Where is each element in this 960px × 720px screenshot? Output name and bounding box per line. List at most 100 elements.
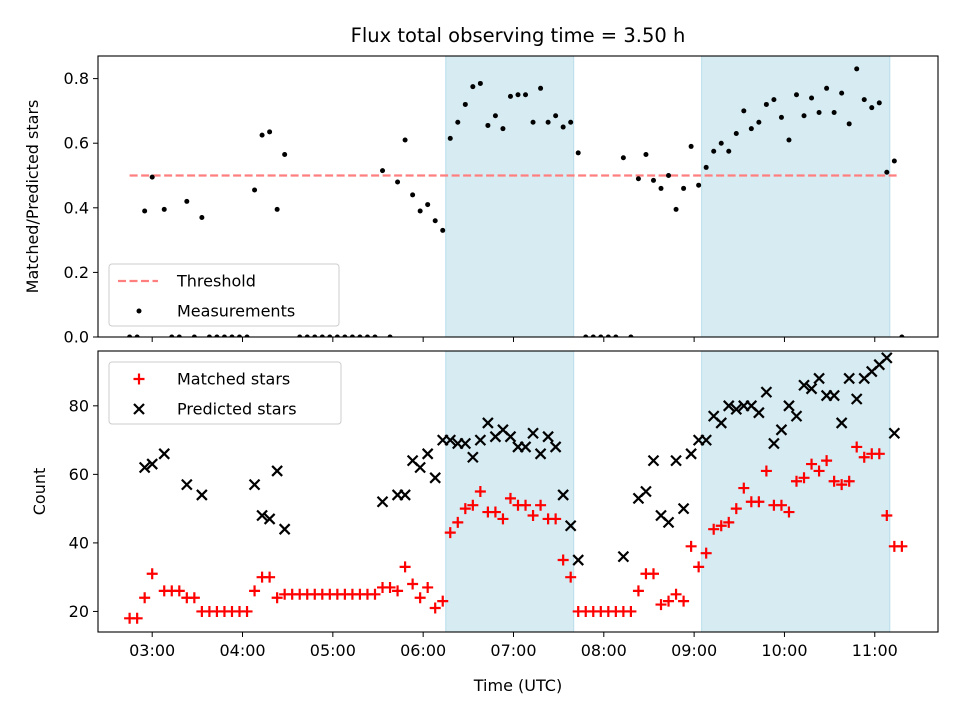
data-point	[149, 174, 155, 180]
data-point	[214, 334, 220, 337]
data-point	[899, 334, 905, 337]
legend-box	[108, 361, 342, 425]
data-point	[492, 113, 498, 119]
data-point	[500, 126, 506, 132]
data-point	[392, 585, 404, 597]
data-point	[881, 509, 893, 521]
data-point	[459, 503, 471, 515]
data-point	[564, 519, 577, 532]
axes-frame	[97, 55, 939, 338]
x-tick-label: 10:00	[761, 641, 807, 660]
y-tick-label: 0.2	[64, 263, 89, 282]
top-axes: 0.0 0.2 0.4 0.6 0.8 Matched/Predicted stars Th…	[23, 55, 939, 347]
data-point	[482, 417, 494, 429]
data-point	[688, 143, 694, 149]
data-point	[828, 475, 840, 487]
y-tick-label: 80	[69, 396, 89, 415]
data-point	[497, 513, 509, 525]
y-axis-label: Count	[30, 468, 49, 516]
data-point	[248, 478, 261, 491]
data-point	[545, 119, 551, 125]
data-point	[402, 137, 408, 143]
data-point	[282, 152, 288, 158]
data-point	[858, 451, 870, 463]
data-point	[813, 372, 825, 385]
data-point	[278, 523, 291, 535]
data-point	[535, 499, 547, 511]
data-point	[805, 382, 818, 395]
data-point	[252, 187, 258, 193]
data-point	[790, 475, 802, 487]
data-point	[364, 334, 370, 337]
data-point	[139, 592, 151, 604]
data-point	[173, 585, 185, 597]
data-point	[206, 334, 212, 337]
data-point	[429, 472, 441, 484]
series-predicted-stars	[138, 352, 901, 566]
bottom-axes: 20 40 60 80 03:00 04:00 05:00 06:00 07:00 08:00 09…	[30, 350, 939, 660]
x-axis-label: Time (UTC)	[473, 676, 562, 695]
data-point	[768, 437, 780, 450]
data-point	[504, 430, 517, 443]
data-point	[831, 110, 837, 116]
data-point	[146, 458, 158, 470]
data-point	[748, 126, 754, 132]
y-tick-label: 40	[69, 533, 89, 552]
data-point	[429, 602, 441, 614]
data-point	[625, 605, 637, 617]
data-point	[271, 592, 283, 604]
data-point	[425, 202, 431, 208]
data-point	[685, 540, 697, 552]
data-point	[474, 486, 486, 497]
data-point	[550, 513, 562, 525]
data-point	[835, 417, 848, 429]
data-point	[553, 113, 559, 119]
data-point	[527, 509, 539, 521]
data-point	[703, 164, 709, 170]
data-point	[655, 599, 667, 611]
data-point	[384, 581, 396, 593]
data-point	[700, 547, 712, 559]
data-point	[342, 334, 348, 337]
data-point	[888, 427, 901, 440]
shaded-span-2	[701, 56, 891, 337]
data-point	[590, 334, 596, 337]
data-point	[549, 441, 562, 453]
x-tick-label: 07:00	[490, 641, 536, 660]
data-point	[753, 406, 765, 419]
data-point	[274, 206, 280, 212]
data-point	[432, 218, 438, 224]
data-point	[861, 97, 867, 103]
data-point	[380, 168, 386, 174]
data-point	[399, 489, 411, 501]
data-point	[196, 489, 208, 501]
data-point	[658, 185, 664, 191]
data-point	[896, 540, 908, 552]
data-point	[327, 334, 333, 337]
y-tick-label: 0.4	[64, 198, 89, 217]
data-point	[440, 227, 446, 233]
data-point	[410, 192, 416, 198]
data-point	[753, 496, 765, 508]
data-point	[530, 119, 536, 125]
axes-frame	[97, 350, 939, 633]
data-point	[790, 410, 803, 422]
data-point	[613, 334, 619, 337]
data-point	[771, 97, 777, 103]
data-point	[891, 158, 897, 164]
y-tick-label: 60	[69, 465, 89, 484]
y-tick-label: 0.8	[64, 69, 89, 88]
x-tick-label: 11:00	[852, 641, 898, 660]
y-axis-label: Matched/Predicted stars	[23, 100, 42, 294]
data-point	[798, 472, 810, 484]
data-point	[884, 169, 890, 175]
data-point	[256, 509, 268, 522]
y-tick-label: 20	[69, 602, 89, 621]
data-point	[191, 334, 197, 337]
data-point	[176, 334, 182, 337]
data-point	[806, 458, 818, 470]
data-point	[760, 465, 772, 477]
data-point	[854, 66, 860, 72]
data-point	[650, 177, 656, 183]
data-point	[730, 403, 743, 416]
